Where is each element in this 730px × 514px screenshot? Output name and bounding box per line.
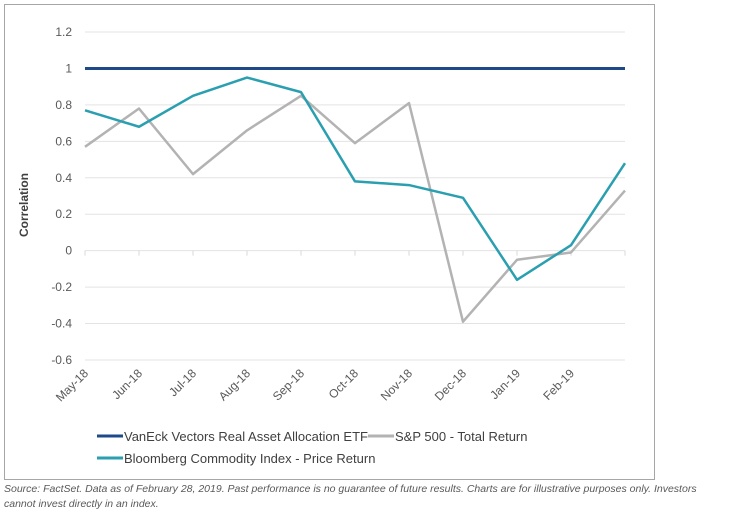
y-tick-label: -0.6 [51,353,72,367]
gridlines [85,31,625,361]
y-tick-label: 0.8 [55,98,72,112]
series-line-2 [84,76,627,282]
legend-label: S&P 500 - Total Return [395,429,528,444]
line-chart: 1.2 1 0.8 0.6 0.4 0.2 0 -0.2 -0.4 -0.6 May-18 Jun-… [17,25,627,466]
x-tick-label: May-18 [53,366,91,404]
y-tick-label: 0.6 [55,134,72,148]
y-tick-label: -0.4 [51,317,72,331]
x-axis-ticks: May-18 Jun-18 Jul-18 Aug-18 Sep-18 Oct-18 Nov-… [53,250,626,404]
x-tick-label: Nov-18 [378,366,415,403]
source-note: Source: FactSet. Data as of February 28,… [4,483,697,510]
y-axis-ticks: 1.2 1 0.8 0.6 0.4 0.2 0 -0.2 -0.4 -0.6 [51,25,72,367]
x-tick-label: Aug-18 [216,366,253,403]
y-tick-label: -0.2 [51,280,72,294]
y-tick-label: 0 [65,244,72,258]
x-tick-label: Jul-18 [166,366,199,399]
x-tick-label: Dec-18 [432,366,469,403]
legend: VanEck Vectors Real Asset Allocation ETF… [97,429,528,466]
legend-label: VanEck Vectors Real Asset Allocation ETF [124,429,368,444]
series-lines [84,66,627,323]
x-tick-label: Sep-18 [270,366,307,403]
y-tick-label: 1 [65,61,72,75]
x-tick-label: Oct-18 [326,366,362,402]
chart-frame [4,4,655,480]
x-tick-label: Jan-19 [487,366,523,402]
x-tick-label: Jun-18 [109,366,145,402]
y-axis-label: Correlation [17,173,31,237]
y-tick-label: 1.2 [55,25,72,39]
legend-label: Bloomberg Commodity Index - Price Return [124,451,375,466]
y-tick-label: 0.4 [55,171,72,185]
x-tick-label: Feb-19 [540,366,577,403]
y-tick-label: 0.2 [55,207,72,221]
series-line-1 [84,94,626,323]
